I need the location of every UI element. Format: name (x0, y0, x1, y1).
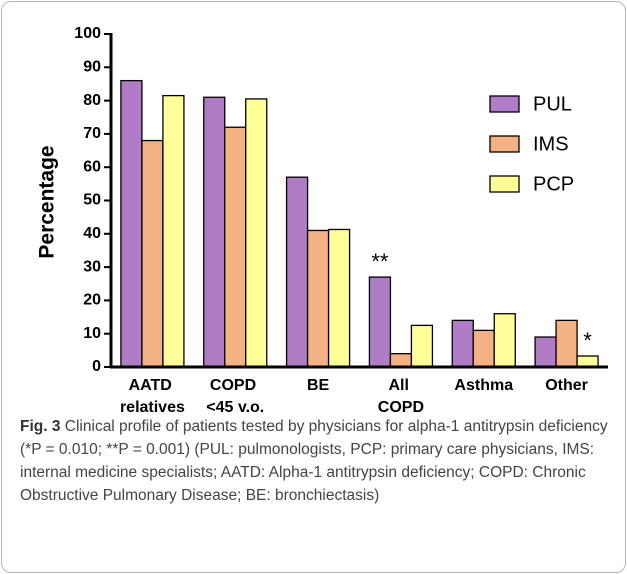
bar (389, 353, 413, 368)
annotation: ** (371, 249, 389, 274)
x-tick-label: COPD <45 y.o. (206, 377, 264, 412)
y-tick-label: 70 (83, 125, 101, 142)
caption: Fig. 3 Clinical profile of patients test… (20, 415, 612, 507)
y-tick-label: 90 (83, 59, 101, 76)
legend-swatch (489, 135, 520, 153)
bar (245, 98, 268, 368)
y-axis-label: Percentage (36, 145, 59, 258)
bar (410, 324, 434, 368)
bar (141, 139, 164, 368)
bar (162, 94, 185, 368)
x-tick-label: Other (545, 377, 588, 394)
y-tick-label: 30 (83, 258, 101, 275)
caption-label: Fig. 3 (20, 418, 61, 435)
bar (493, 313, 516, 368)
bar (327, 228, 351, 368)
legend-swatch (489, 175, 520, 193)
annotation: * (583, 328, 592, 353)
bar (285, 176, 309, 368)
bar (472, 329, 495, 368)
y-tick-label: 60 (83, 158, 101, 175)
bar (576, 355, 599, 368)
y-tick-label: 80 (83, 92, 101, 109)
y-tick-label: 20 (83, 292, 101, 309)
bar (555, 319, 578, 368)
caption-text: Clinical profile of patients tested by p… (20, 418, 608, 504)
bar (451, 319, 474, 368)
y-tick-label: 50 (83, 192, 101, 209)
bar (306, 229, 330, 368)
legend-label: IMS (533, 133, 569, 155)
x-tick-label: All COPD (378, 377, 424, 412)
bar (224, 126, 247, 368)
y-tick-label: 10 (83, 325, 101, 342)
legend-label: PCP (533, 173, 574, 195)
x-tick-label: BE (307, 377, 330, 394)
bar (203, 96, 226, 368)
legend-swatch (489, 95, 520, 113)
y-tick-label: 40 (83, 225, 101, 242)
y-tick-label: 100 (74, 25, 101, 42)
chart: Percentage 0 10 20 30 40 50 60 70 80 90 100 AATD re… (36, 25, 608, 412)
bar (368, 276, 392, 368)
x-tick-label: Asthma (454, 377, 513, 394)
bar (120, 79, 143, 368)
bar (534, 336, 557, 368)
legend-label: PUL (533, 93, 572, 115)
x-tick-label: AATD relatives (120, 377, 185, 412)
y-tick-label: 0 (92, 358, 101, 375)
